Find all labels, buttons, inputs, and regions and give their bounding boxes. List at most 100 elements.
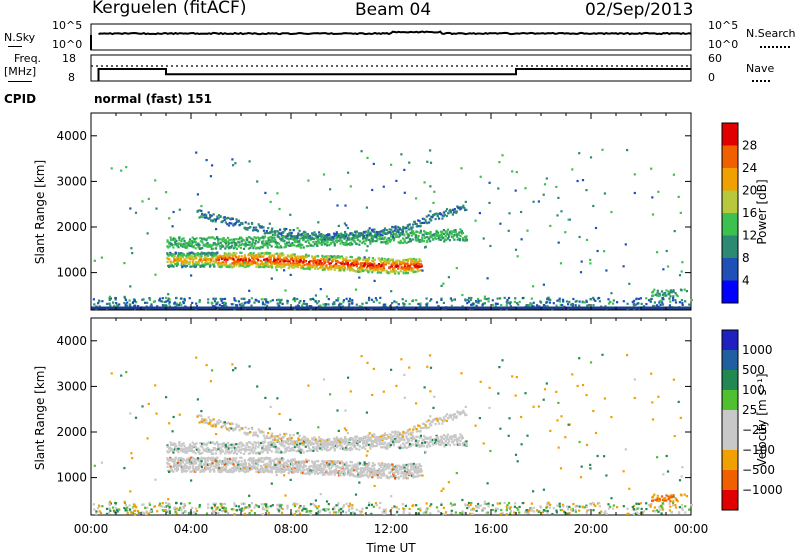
power-cell — [231, 217, 234, 220]
power-cell — [227, 240, 230, 243]
velocity-cell — [191, 446, 194, 449]
power-cell — [175, 256, 178, 259]
power-cell — [417, 260, 420, 263]
power-cell — [688, 303, 691, 306]
power-cell — [204, 264, 207, 267]
power-panel-frame — [90, 112, 692, 311]
power-cell — [235, 304, 238, 307]
power-cell — [154, 273, 157, 276]
power-cell — [259, 225, 262, 228]
power-cell — [525, 304, 528, 307]
power-cell — [524, 187, 527, 190]
velocity-cell — [248, 457, 251, 461]
power-cell — [360, 262, 363, 265]
power-cell — [200, 251, 203, 254]
velocity-cell — [223, 459, 226, 463]
velocity-cell — [262, 469, 265, 472]
velocity-cell — [291, 447, 294, 450]
power-cell — [412, 233, 415, 236]
velocity-cell — [278, 441, 281, 444]
velocity-cell — [232, 468, 236, 471]
power-cell — [171, 225, 174, 228]
power-cell — [335, 266, 338, 269]
velocity-cell — [220, 450, 224, 453]
power-cell — [292, 266, 295, 269]
power-cell — [388, 259, 391, 262]
power-cell — [218, 303, 221, 306]
power-cell — [377, 257, 380, 260]
power-cell — [423, 217, 426, 221]
power-cell — [277, 258, 280, 261]
power-cell — [412, 269, 415, 272]
power-cell — [397, 230, 400, 233]
power-cell — [223, 297, 227, 300]
velocity-cell — [367, 461, 371, 464]
velocity-cell — [208, 467, 211, 470]
power-cell — [503, 296, 506, 299]
power-cell — [371, 268, 374, 271]
power-cell — [313, 258, 316, 261]
velocity-cell — [398, 464, 401, 467]
velocity-cell — [300, 472, 303, 475]
power-cell — [270, 229, 273, 232]
power-cell — [395, 264, 399, 267]
velocity-cell — [292, 464, 295, 468]
power-cell — [351, 238, 354, 241]
power-cell — [179, 297, 183, 300]
power-cell — [209, 216, 212, 219]
velocity-cell — [280, 451, 283, 454]
power-cell — [345, 260, 348, 263]
power-cell — [285, 243, 288, 246]
power-cell — [445, 208, 449, 211]
power-cell — [390, 233, 393, 236]
power-cell — [407, 264, 410, 267]
velocity-cell — [406, 465, 409, 468]
y-tick-label: 4000 — [56, 129, 87, 143]
power-cell — [628, 282, 631, 285]
power-cell — [380, 260, 383, 263]
power-cell — [546, 304, 549, 308]
power-cell — [218, 245, 221, 248]
power-cell — [402, 267, 405, 270]
power-cell — [266, 240, 269, 243]
power-cell — [360, 234, 363, 237]
velocity-cell — [311, 461, 314, 464]
power-cell — [442, 211, 445, 214]
power-cell — [208, 236, 211, 239]
velocity-cell — [182, 442, 185, 445]
power-cell — [576, 179, 579, 183]
power-cell — [447, 233, 450, 236]
power-cell — [319, 288, 322, 291]
velocity-cell — [180, 461, 183, 464]
power-cell — [269, 261, 273, 264]
power-cell — [348, 297, 352, 300]
power-cell — [226, 258, 229, 261]
power-cell — [668, 297, 671, 300]
velocity-cell — [211, 456, 214, 459]
power-cell — [170, 243, 173, 246]
power-cell — [432, 214, 435, 217]
power-cell — [332, 235, 335, 238]
power-cell — [198, 299, 201, 302]
power-cell — [178, 303, 181, 306]
velocity-cell — [312, 467, 315, 470]
power-cell — [349, 267, 352, 271]
power-cell — [549, 298, 552, 301]
power-cell — [205, 216, 208, 219]
power-cell — [358, 234, 361, 237]
velocity-cell — [227, 449, 230, 452]
power-cell — [295, 265, 298, 268]
power-cell — [384, 241, 387, 244]
velocity-cell — [181, 461, 184, 464]
velocity-cell — [381, 474, 384, 477]
power-cell — [285, 257, 288, 260]
power-cell — [227, 236, 230, 239]
power-cell — [253, 228, 256, 232]
velocity-cell — [227, 447, 230, 450]
power-cell — [340, 302, 343, 306]
power-cell — [439, 236, 442, 239]
power-cell — [359, 257, 362, 260]
power-cell — [164, 296, 168, 299]
velocity-cell — [364, 463, 367, 466]
velocity-cell — [382, 470, 385, 474]
